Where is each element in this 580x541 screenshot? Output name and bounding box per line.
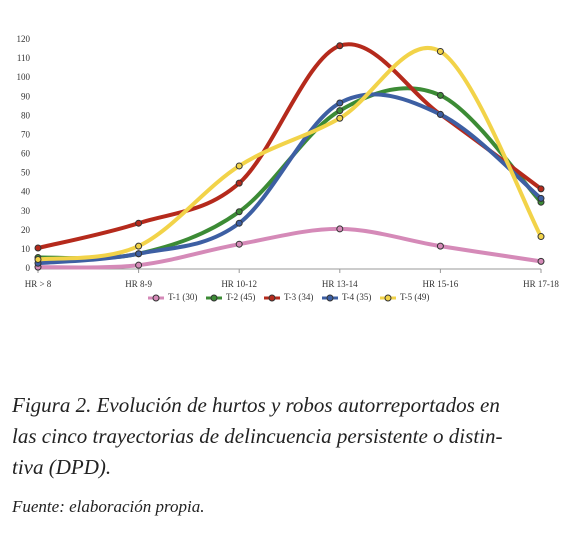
legend-marker — [384, 294, 392, 302]
legend-marker — [152, 294, 160, 302]
point — [235, 240, 243, 248]
point — [336, 114, 344, 122]
point — [436, 91, 444, 99]
legend-marker — [268, 294, 276, 302]
legend-label: T-4 (35) — [342, 292, 371, 302]
point — [336, 99, 344, 107]
y-tick-label: 90 — [21, 91, 31, 101]
point — [336, 107, 344, 115]
y-tick-label: 80 — [21, 110, 31, 120]
point — [436, 47, 444, 55]
legend-label: T-3 (34) — [284, 292, 313, 302]
y-tick-label: 30 — [21, 206, 31, 216]
y-tick-label: 100 — [17, 72, 31, 82]
y-tick-label: 60 — [21, 149, 31, 159]
point — [537, 194, 545, 202]
point — [537, 233, 545, 241]
x-tick-label: HR 13-14 — [322, 279, 358, 289]
y-tick-label: 40 — [21, 187, 31, 197]
x-tick-label: HR > 8 — [25, 279, 52, 289]
legend-label: T-1 (30) — [168, 292, 197, 302]
y-tick-label: 70 — [21, 129, 31, 139]
legend-label: T-5 (49) — [400, 292, 429, 302]
caption-line: las cinco trayectorias de delincuencia p… — [12, 424, 502, 448]
x-tick-label: HR 8-9 — [125, 279, 152, 289]
point — [235, 162, 243, 170]
series-line — [37, 92, 543, 266]
point — [436, 242, 444, 250]
x-tick-label: HR 15-16 — [423, 279, 459, 289]
point — [336, 225, 344, 233]
point — [235, 208, 243, 216]
y-tick-label: 10 — [21, 244, 31, 254]
point — [135, 250, 143, 258]
y-tick-label: 120 — [17, 34, 31, 44]
point — [235, 219, 243, 227]
point — [436, 110, 444, 118]
legend-marker — [326, 294, 334, 302]
source: Fuente: elaboración propia. — [11, 497, 204, 516]
point — [537, 257, 545, 265]
point — [135, 219, 143, 227]
y-tick-label: 0 — [26, 263, 31, 273]
series-line — [37, 226, 542, 270]
point — [235, 179, 243, 187]
x-tick-label: HR 10-12 — [221, 279, 257, 289]
series-line — [37, 42, 543, 250]
legend-label: T-2 (45) — [226, 292, 255, 302]
point — [135, 261, 143, 269]
series-line — [37, 46, 543, 262]
point — [34, 255, 42, 263]
legend-marker — [210, 294, 218, 302]
caption-line: tiva (DPD). — [12, 455, 111, 479]
y-tick-label: 20 — [21, 225, 31, 235]
caption-line: Figura 2. Evolución de hurtos y robos au… — [11, 393, 500, 417]
point — [537, 185, 545, 193]
point — [34, 244, 42, 252]
x-tick-label: HR 17-18 — [523, 279, 559, 289]
point — [336, 42, 344, 50]
y-tick-label: 110 — [17, 53, 31, 63]
y-tick-label: 50 — [21, 168, 31, 178]
point — [135, 242, 143, 250]
